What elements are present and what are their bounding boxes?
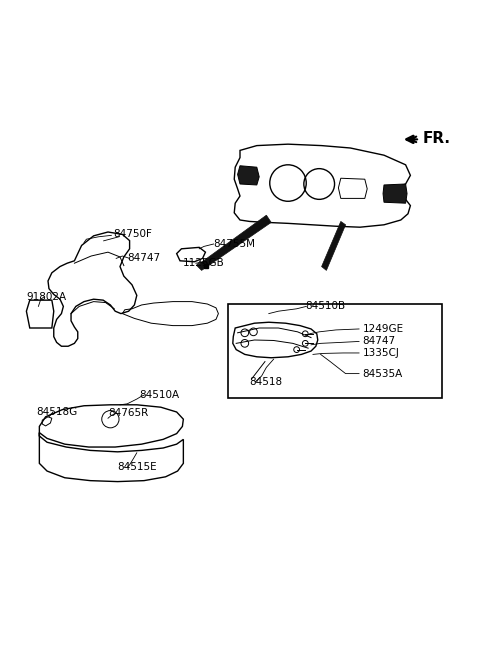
Text: 84765R: 84765R xyxy=(108,409,148,419)
Polygon shape xyxy=(322,222,346,270)
Text: 84750F: 84750F xyxy=(113,230,152,239)
Polygon shape xyxy=(383,184,407,203)
Text: 84755M: 84755M xyxy=(214,239,255,249)
Polygon shape xyxy=(197,215,271,270)
Text: 84518G: 84518G xyxy=(36,407,77,417)
Text: FR.: FR. xyxy=(422,131,450,146)
Text: 1249GE: 1249GE xyxy=(362,324,404,334)
Text: 84510A: 84510A xyxy=(139,390,180,400)
Text: 84535A: 84535A xyxy=(362,369,403,379)
Text: 84747: 84747 xyxy=(127,253,160,264)
Text: 84510B: 84510B xyxy=(305,301,345,312)
Text: 84518: 84518 xyxy=(250,377,283,387)
Text: 91802A: 91802A xyxy=(26,292,67,302)
Text: 1125GB: 1125GB xyxy=(182,258,224,268)
Polygon shape xyxy=(238,166,259,185)
Text: 84515E: 84515E xyxy=(118,462,157,472)
Text: 1335CJ: 1335CJ xyxy=(362,348,399,358)
Text: 84747: 84747 xyxy=(362,337,396,346)
Bar xyxy=(228,304,442,398)
